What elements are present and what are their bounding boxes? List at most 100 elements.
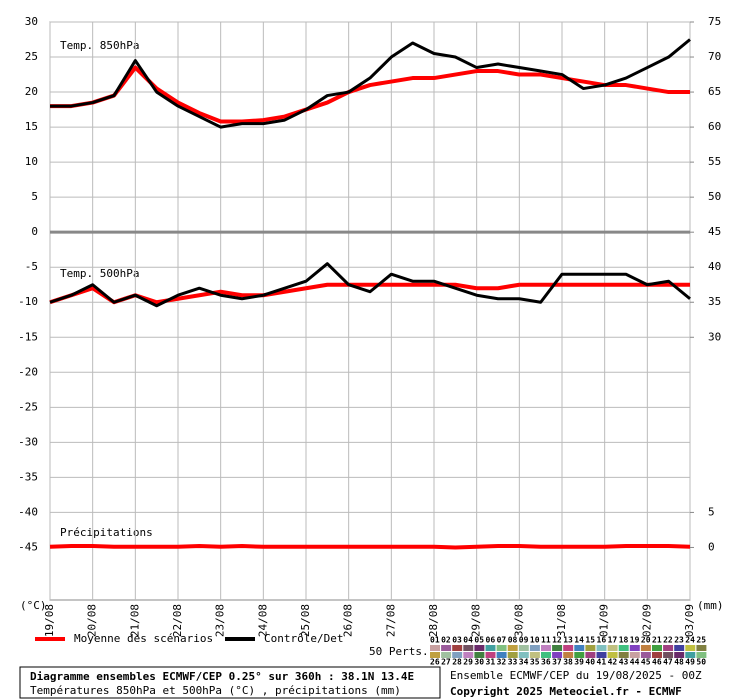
x-tick-label: 20/08: [86, 604, 99, 637]
pert-swatch: [663, 652, 674, 658]
x-tick-label: 26/08: [342, 604, 355, 637]
y-tick-label: -20: [18, 365, 38, 378]
pert-id: 34: [519, 658, 529, 667]
x-tick-label: 29/08: [470, 604, 483, 637]
pert-id: 05: [474, 636, 484, 645]
pert-id: 15: [585, 636, 595, 645]
pert-id: 13: [563, 636, 573, 645]
pert-swatch: [618, 652, 629, 658]
y-tick-label: 25: [25, 50, 38, 63]
y2-tick-label: 0: [708, 540, 715, 553]
pert-id: 22: [663, 636, 673, 645]
series-line: [49, 282, 690, 305]
y2-tick-label: 30: [708, 330, 721, 343]
pert-swatch: [518, 645, 529, 651]
x-tick-label: 03/09: [683, 604, 696, 637]
y-tick-label: -45: [18, 540, 38, 553]
x-tick-label: 27/08: [384, 604, 397, 637]
pert-id: 18: [619, 636, 629, 645]
pert-swatch: [441, 645, 452, 651]
pert-id: 12: [552, 636, 562, 645]
x-tick-label: 28/08: [427, 604, 440, 637]
pert-swatch: [529, 645, 540, 651]
y-tick-label: -15: [18, 330, 38, 343]
pert-swatch: [696, 645, 707, 651]
x-tick-label: 31/08: [555, 604, 568, 637]
y-tick-label: -40: [18, 505, 38, 518]
pert-swatch: [674, 645, 685, 651]
pert-swatch: [474, 652, 485, 658]
pert-swatch: [474, 645, 485, 651]
pert-id: 19: [630, 636, 640, 645]
footer-run: Ensemble ECMWF/CEP du 19/08/2025 - 00Z: [450, 669, 702, 682]
pert-swatch: [430, 645, 440, 651]
y2-tick-label: 40: [708, 260, 721, 273]
pert-swatch: [552, 652, 563, 658]
pert-swatch: [541, 645, 551, 651]
y-tick-label: -5: [25, 260, 38, 273]
y-tick-label: 10: [25, 155, 38, 168]
pert-swatch: [430, 652, 440, 658]
pert-id: 41: [597, 658, 607, 667]
pert-id: 40: [585, 658, 595, 667]
panel-label: Précipitations: [60, 526, 153, 539]
pert-id: 46: [652, 658, 662, 667]
pert-swatch: [663, 645, 674, 651]
pert-swatch: [607, 652, 618, 658]
pert-id: 30: [474, 658, 484, 667]
x-tick-label: 19/08: [43, 604, 56, 637]
pert-swatch: [529, 652, 540, 658]
pert-swatch: [563, 652, 574, 658]
plot-area: [49, 21, 691, 601]
pert-swatch: [629, 645, 640, 651]
pert-swatch: [652, 645, 662, 651]
pert-id: 28: [452, 658, 462, 667]
pert-id: 39: [574, 658, 584, 667]
y2-tick-label: 5: [708, 505, 715, 518]
pert-id: 24: [685, 636, 695, 645]
pert-id: 14: [574, 636, 584, 645]
pert-id: 48: [674, 658, 684, 667]
pert-id: 35: [530, 658, 540, 667]
pert-swatch: [518, 652, 529, 658]
pert-swatch: [552, 645, 563, 651]
pert-id: 42: [608, 658, 618, 667]
pert-id: 31: [486, 658, 496, 667]
pert-swatch: [541, 652, 551, 658]
pert-swatch: [652, 652, 662, 658]
pert-id: 06: [486, 636, 496, 645]
pert-swatch: [496, 645, 507, 651]
pert-id: 09: [519, 636, 529, 645]
pert-id: 07: [497, 636, 507, 645]
pert-swatch: [596, 645, 607, 651]
pert-id: 50: [696, 658, 706, 667]
pert-swatch: [563, 645, 574, 651]
pert-swatch: [685, 645, 696, 651]
pert-swatch: [585, 652, 596, 658]
legend-label: Contrôle/Det: [264, 632, 343, 645]
series-line: [50, 65, 690, 124]
y-tick-label: 0: [31, 225, 38, 238]
pert-swatch: [485, 652, 496, 658]
pert-id: 44: [630, 658, 640, 667]
pert-id: 37: [552, 658, 562, 667]
pert-id: 20: [641, 636, 651, 645]
pert-swatch: [640, 652, 651, 658]
x-tick-label: 22/08: [171, 604, 184, 637]
pert-swatch: [507, 645, 518, 651]
pert-swatch: [574, 645, 585, 651]
pert-id: 27: [441, 658, 451, 667]
pert-id: 33: [508, 658, 518, 667]
series-line: [50, 38, 691, 129]
footer-title: Diagramme ensembles ECMWF/CEP 0.25° sur …: [30, 670, 414, 683]
x-tick-label: 30/08: [512, 604, 525, 637]
y2-tick-label: 55: [708, 155, 721, 168]
pert-id: 17: [608, 636, 618, 645]
pert-swatch: [618, 645, 629, 651]
pert-id: 49: [685, 658, 695, 667]
pert-swatch: [696, 652, 707, 658]
pert-swatch: [463, 645, 474, 651]
y-tick-label: 5: [31, 190, 38, 203]
pert-swatch: [596, 652, 607, 658]
x-tick-label: 25/08: [299, 604, 312, 637]
